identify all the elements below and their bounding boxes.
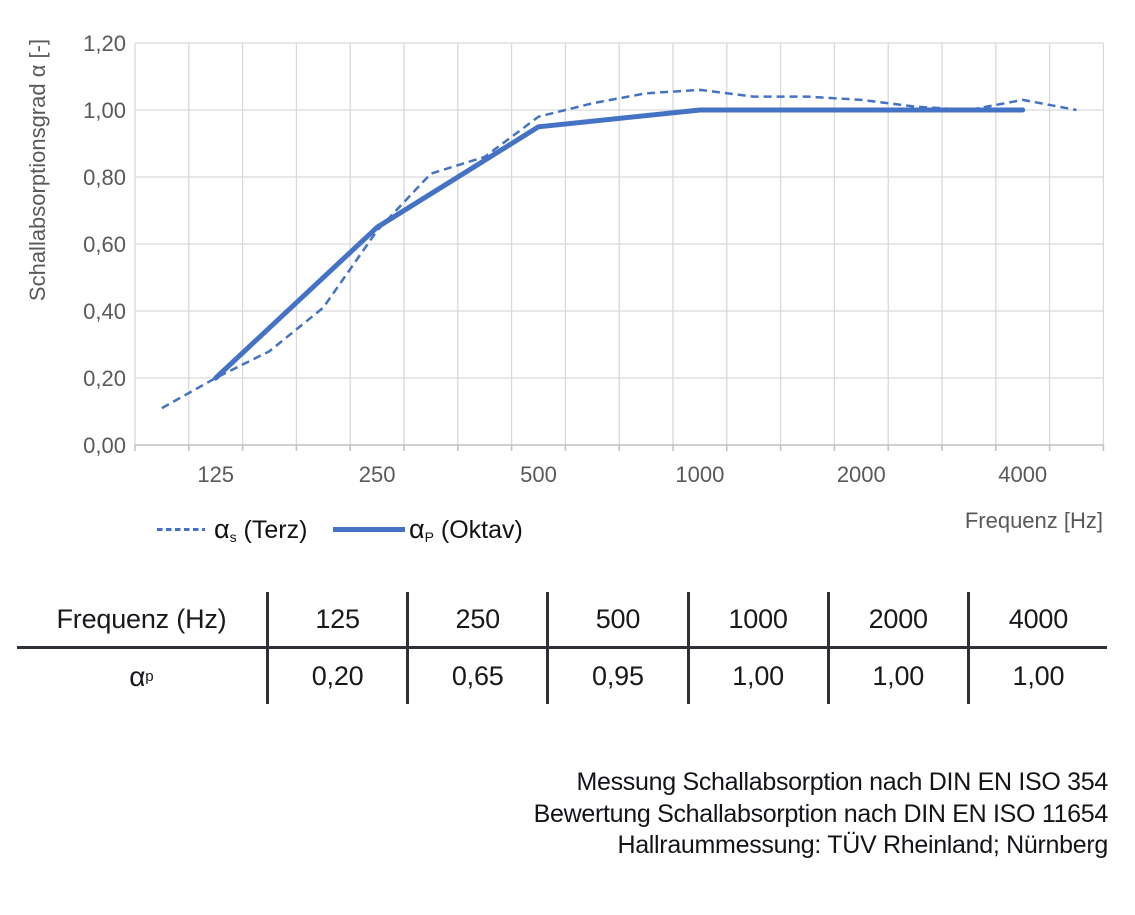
- y-tick-label: 1,00: [83, 98, 126, 123]
- table-header-cell: 4000: [966, 592, 1107, 646]
- y-axis-title: Schallabsorptionsgrad α [-]: [25, 38, 50, 302]
- y-tick-label: 0,20: [83, 366, 126, 391]
- y-tick-label: 0,80: [83, 165, 126, 190]
- y-tick-label: 1,20: [83, 31, 126, 56]
- legend-label-terz: αs (Terz): [214, 513, 308, 545]
- x-tick-label: 1000: [675, 462, 724, 487]
- table-header-cell: 500: [546, 592, 686, 646]
- x-tick-label: 2000: [837, 462, 886, 487]
- series-oktav-line: [213, 107, 1026, 381]
- x-axis-title: Frequenz [Hz]: [964, 508, 1103, 533]
- annotation-line: Messung Schallabsorption nach DIN EN ISO…: [576, 768, 1108, 796]
- x-tick-label: 125: [197, 462, 234, 487]
- table-value-cell: 1,00: [826, 649, 967, 704]
- x-tick-label: 250: [359, 462, 396, 487]
- table-header-cell: 250: [406, 592, 546, 646]
- table-header-cell: 2000: [826, 592, 967, 646]
- frequency-table: Frequenz (Hz) 125 250 500 1000 2000 4000…: [17, 592, 1107, 704]
- table-value-cell: 0,65: [406, 649, 546, 704]
- dashed-line-swatch: [157, 527, 205, 531]
- table-header-cell: 125: [266, 592, 406, 646]
- absorption-chart: 0,00 0,20 0,40 0,60 0,80 1,00 1,20 125 250 500 100…: [83, 31, 1105, 487]
- table-header-cell: 1000: [686, 592, 827, 646]
- table-value-cell: 0,95: [546, 649, 686, 704]
- annotation-line: Hallraummessung: TÜV Rheinland; Nürnberg: [617, 831, 1108, 859]
- table-divider: [17, 646, 1107, 649]
- legend-label-oktav: αP (Oktav): [409, 513, 523, 545]
- series-terz-line: [161, 88, 1077, 410]
- y-tick-label: 0,40: [83, 299, 126, 324]
- x-tick-label: 4000: [998, 462, 1047, 487]
- y-tick-label: 0,00: [83, 433, 126, 458]
- annotation-line: Bewertung Schallabsorption nach DIN EN I…: [533, 799, 1109, 828]
- x-tick-label: 500: [520, 462, 557, 487]
- table-header-cell: Frequenz (Hz): [56, 603, 227, 634]
- table-value-cell: 0,20: [266, 649, 406, 704]
- table-value-cell: 1,00: [966, 649, 1107, 704]
- table-value-cell: 1,00: [686, 649, 827, 704]
- legend-item-oktav: αP (Oktav): [333, 512, 523, 546]
- legend-item-terz: αs (Terz): [157, 512, 307, 546]
- measurement-annotation: Messung Schallabsorption nach DIN EN ISO…: [533, 767, 1109, 862]
- y-tick-label: 0,60: [83, 232, 126, 257]
- solid-line-swatch: [333, 526, 405, 532]
